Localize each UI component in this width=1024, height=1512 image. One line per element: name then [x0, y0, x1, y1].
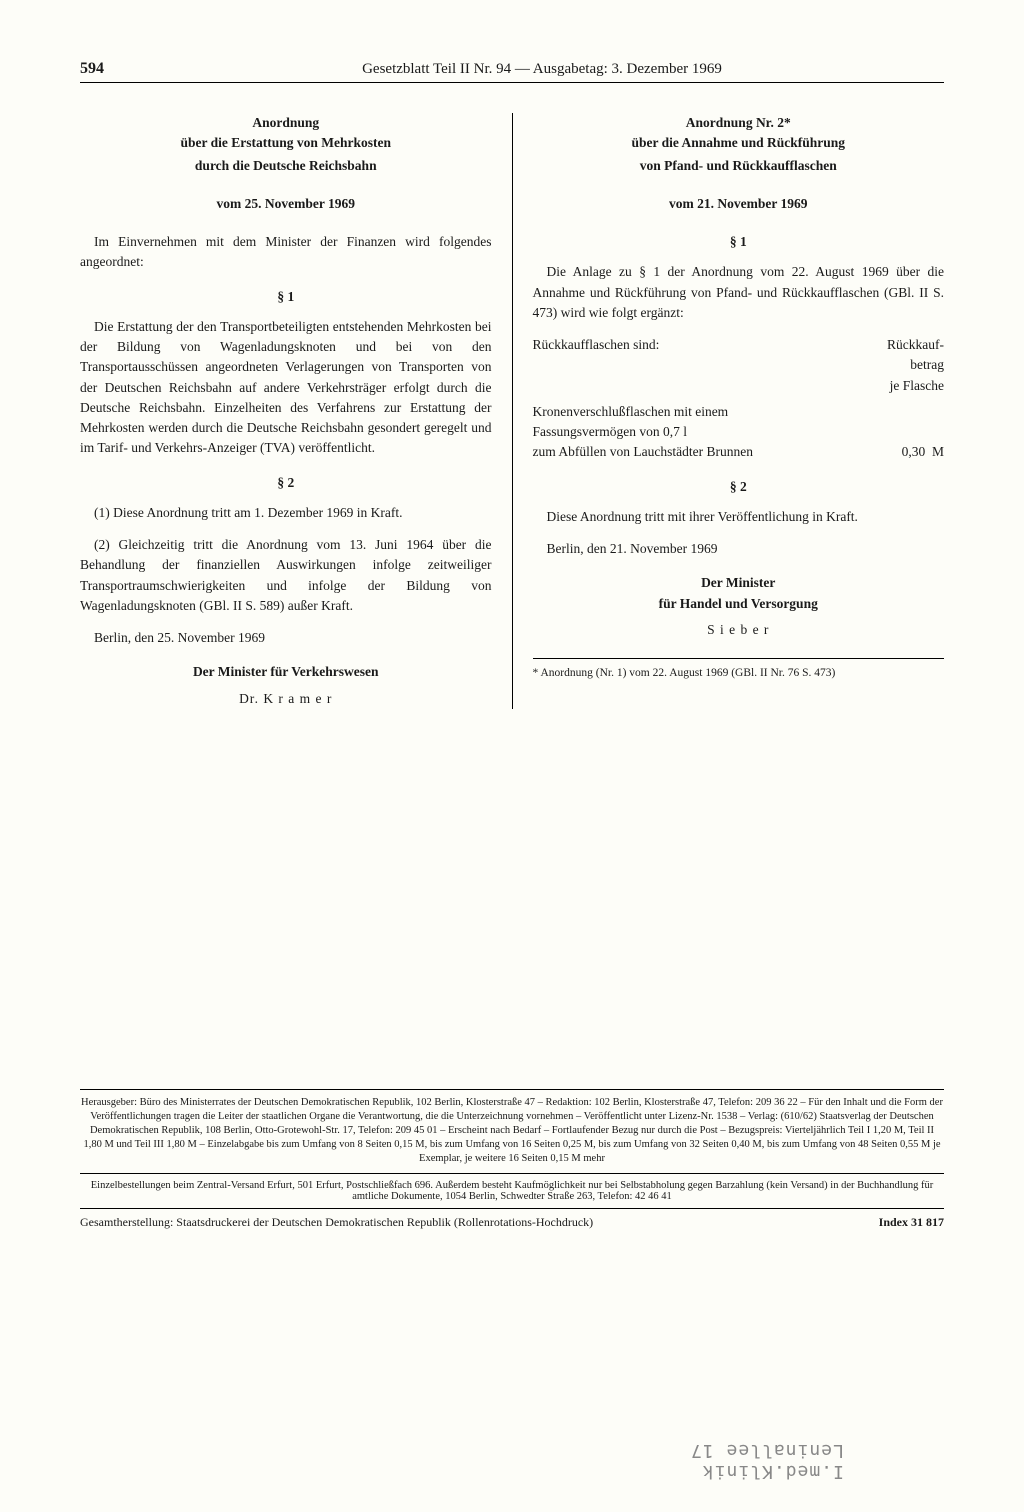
right-para-2: Diese Anordnung tritt mit ihrer Veröffen… — [533, 507, 945, 527]
right-signer-name: S i e b e r — [533, 620, 945, 640]
right-minister-1: Der Minister — [533, 573, 945, 593]
table-cell-left: Kronenverschlußflaschen mit einem Fassun… — [533, 402, 902, 463]
page-header: 594 Gesetzblatt Teil II Nr. 94 — Ausgabe… — [80, 60, 944, 83]
right-ordinance-sub1: über die Annahme und Rückführung — [533, 133, 945, 153]
document-page: 594 Gesetzblatt Teil II Nr. 94 — Ausgabe… — [0, 0, 1024, 1512]
imprint-index: Index 31 817 — [879, 1215, 944, 1230]
table-data-row: Kronenverschlußflaschen mit einem Fassun… — [533, 402, 945, 463]
left-minister: Der Minister für Verkehrswesen — [80, 662, 492, 682]
left-ordinance-date: vom 25. November 1969 — [80, 194, 492, 214]
left-section-1: § 1 — [80, 287, 492, 307]
table-head-right: Rückkauf- betrag je Flasche — [887, 335, 944, 396]
right-place-date: Berlin, den 21. November 1969 — [533, 539, 945, 559]
left-ordinance-sub2: durch die Deutsche Reichsbahn — [80, 156, 492, 176]
imprint-producer: Gesamtherstellung: Staatsdruckerei der D… — [80, 1215, 593, 1230]
table-cell-right: 0,30 M — [902, 442, 944, 462]
right-ordinance-title: Anordnung Nr. 2* — [533, 113, 945, 133]
imprint-sub: Einzelbestellungen beim Zentral-Versand … — [80, 1180, 944, 1209]
imprint-main: Herausgeber: Büro des Ministerrates der … — [80, 1089, 944, 1174]
library-stamp: I.med.Klinik Leninallee 17 — [690, 1440, 844, 1482]
left-para-1: Die Erstattung der den Transportbeteilig… — [80, 317, 492, 459]
imprint-final-row: Gesamtherstellung: Staatsdruckerei der D… — [80, 1215, 944, 1230]
right-section-2: § 2 — [533, 477, 945, 497]
right-ordinance-date: vom 21. November 1969 — [533, 194, 945, 214]
right-minister-2: für Handel und Versorgung — [533, 594, 945, 614]
page-number: 594 — [80, 60, 140, 78]
left-column: Anordnung über die Erstattung von Mehrko… — [80, 113, 513, 709]
header-title: Gesetzblatt Teil II Nr. 94 — Ausgabetag:… — [140, 61, 944, 78]
left-intro: Im Einvernehmen mit dem Minister der Fin… — [80, 232, 492, 273]
table-head-left: Rückkaufflaschen sind: — [533, 335, 888, 396]
table-header-row: Rückkaufflaschen sind: Rückkauf- betrag … — [533, 335, 945, 396]
right-para-1: Die Anlage zu § 1 der Anordnung vom 22. … — [533, 262, 945, 323]
left-para-2b: (2) Gleichzeitig tritt die Anordnung vom… — [80, 535, 492, 616]
right-section-1: § 1 — [533, 232, 945, 252]
right-column: Anordnung Nr. 2* über die Annahme und Rü… — [513, 113, 945, 709]
left-para-2a: (1) Diese Anordnung tritt am 1. Dezember… — [80, 503, 492, 523]
right-ordinance-sub2: von Pfand- und Rückkaufflaschen — [533, 156, 945, 176]
left-place-date: Berlin, den 25. November 1969 — [80, 628, 492, 648]
left-ordinance-sub1: über die Erstattung von Mehrkosten — [80, 133, 492, 153]
left-ordinance-title: Anordnung — [80, 113, 492, 133]
content-columns: Anordnung über die Erstattung von Mehrko… — [80, 113, 944, 709]
left-section-2: § 2 — [80, 473, 492, 493]
left-signer-name: Dr. K r a m e r — [80, 689, 492, 709]
right-footnote: * Anordnung (Nr. 1) vom 22. August 1969 … — [533, 658, 945, 682]
